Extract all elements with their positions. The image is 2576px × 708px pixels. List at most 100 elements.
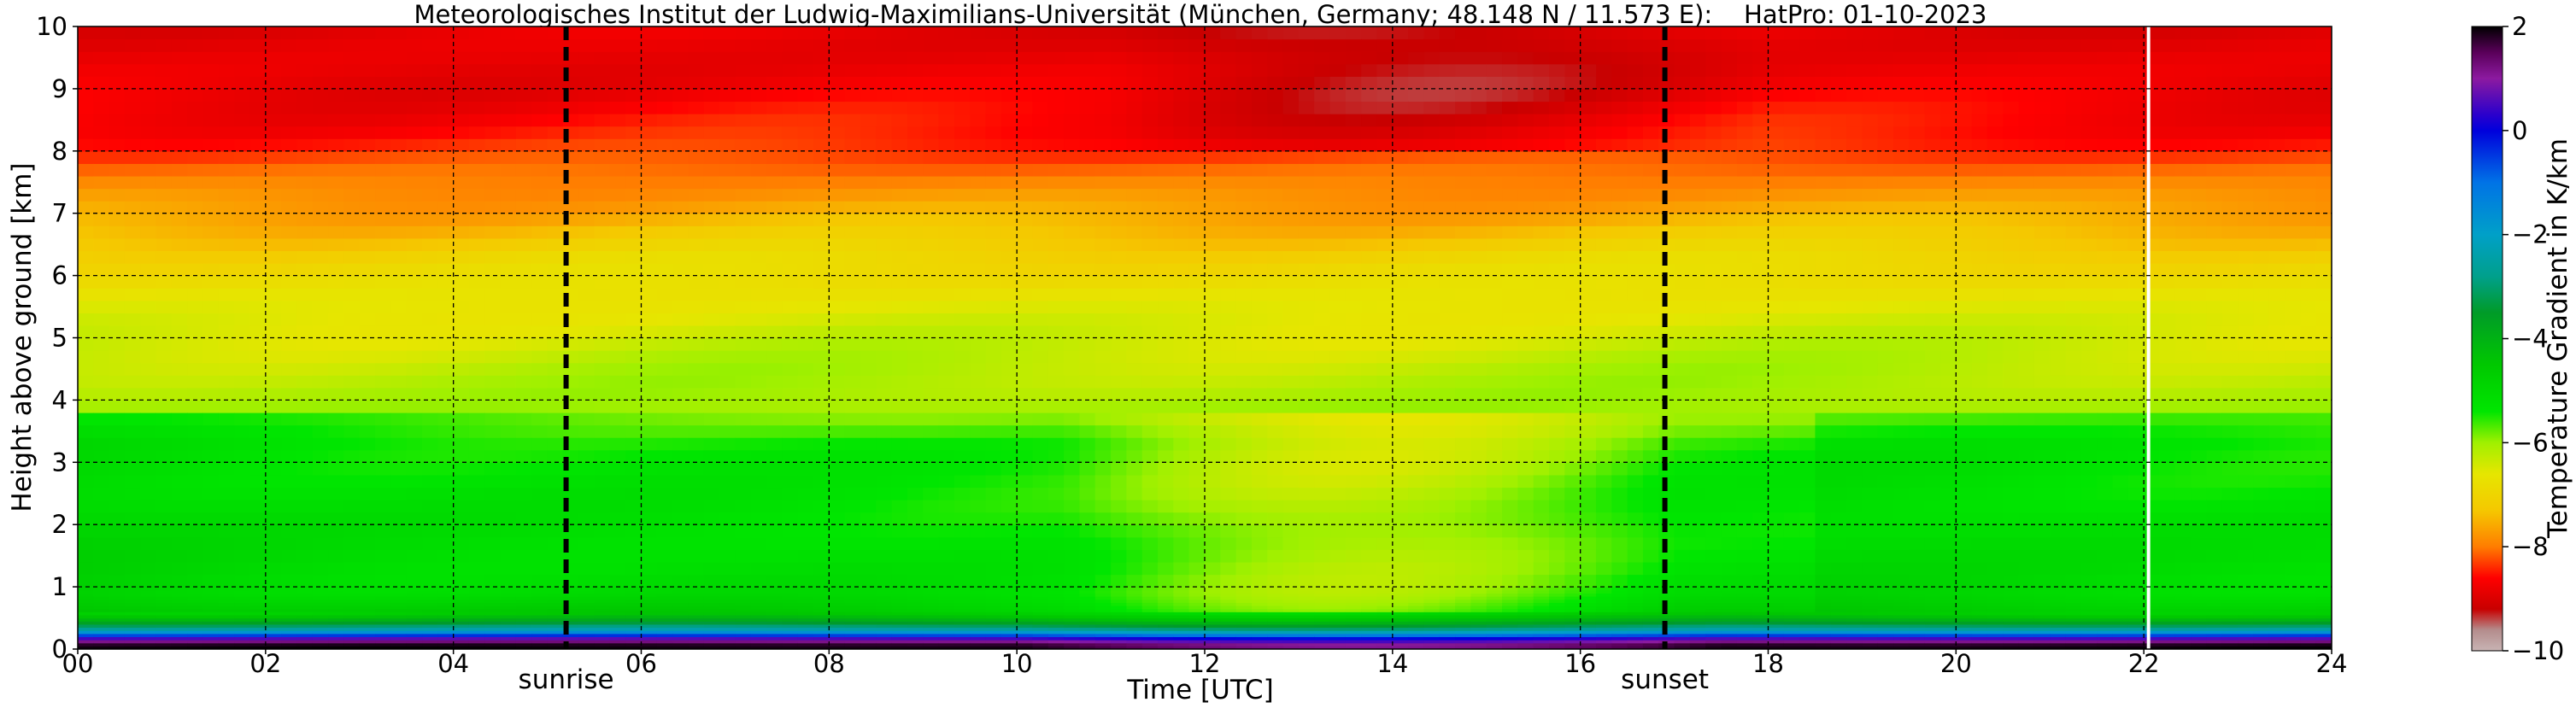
heatmap-cell (594, 263, 611, 277)
heatmap-cell (1017, 462, 1034, 476)
heatmap-cell (1173, 621, 1190, 625)
heatmap-cell (468, 63, 485, 77)
heatmap-cell (672, 524, 689, 538)
heatmap-cell (829, 150, 846, 164)
heatmap-cell (1251, 88, 1268, 102)
heatmap-cell (312, 288, 329, 301)
heatmap-cell (1111, 375, 1127, 389)
heatmap-cell (1017, 633, 1034, 638)
heatmap-cell (688, 589, 705, 594)
heatmap-cell (1158, 614, 1174, 619)
heatmap-cell (860, 51, 877, 65)
heatmap-cell (594, 114, 611, 127)
heatmap-cell (1000, 38, 1018, 52)
heatmap-cell (782, 599, 799, 603)
heatmap-cell (390, 114, 408, 127)
heatmap-cell (1079, 88, 1096, 102)
heatmap-cell (406, 250, 423, 264)
heatmap-cell (1064, 587, 1081, 591)
heatmap-cell (860, 621, 877, 625)
heatmap-cell (281, 237, 298, 252)
heatmap-cell (672, 549, 689, 563)
heatmap-cell (359, 101, 376, 114)
heatmap-cell (938, 574, 955, 588)
heatmap-cell (93, 500, 110, 513)
heatmap-cell (453, 611, 470, 616)
heatmap-cell (594, 225, 611, 239)
heatmap-cell (829, 605, 846, 610)
heatmap-cell (406, 275, 423, 289)
heatmap-cell (703, 325, 720, 339)
heatmap-cell (1047, 275, 1065, 289)
heatmap-cell (844, 614, 861, 619)
heatmap-cell (453, 375, 470, 389)
heatmap-cell (515, 362, 532, 376)
heatmap-cell (719, 350, 736, 364)
heatmap-cell (750, 633, 767, 638)
heatmap-cell (923, 633, 940, 638)
heatmap-cell (531, 633, 549, 638)
heatmap-cell (187, 263, 204, 277)
heatmap-cell (656, 611, 673, 616)
heatmap-cell (1094, 101, 1112, 114)
heatmap-cell (829, 512, 846, 525)
heatmap-cell (1235, 608, 1253, 612)
heatmap-cell (1205, 424, 1221, 438)
heatmap-cell (124, 275, 141, 289)
heatmap-cell (750, 412, 767, 426)
heatmap-cell (766, 621, 783, 625)
heatmap-cell (594, 500, 611, 513)
heatmap-cell (328, 596, 345, 600)
heatmap-cell (750, 337, 767, 351)
heatmap-cell (1126, 300, 1143, 313)
heatmap-cell (1251, 437, 1268, 451)
heatmap-cell (375, 325, 391, 339)
heatmap-cell (860, 646, 877, 649)
heatmap-cell (124, 636, 141, 641)
heatmap-cell (766, 587, 783, 591)
heatmap-cell (1158, 76, 1174, 90)
heatmap-cell (797, 263, 814, 277)
heatmap-cell (249, 51, 267, 65)
heatmap-cell (328, 350, 345, 364)
heatmap-cell (218, 593, 235, 597)
heatmap-cell (750, 26, 767, 40)
heatmap-cell (1017, 549, 1034, 563)
heatmap-cell (625, 288, 643, 301)
heatmap-cell (1111, 424, 1127, 438)
heatmap-cell (703, 636, 720, 641)
heatmap-cell (390, 633, 408, 638)
heatmap-cell (985, 337, 1002, 351)
heatmap-cell (813, 263, 830, 277)
heatmap-cell (1173, 213, 1190, 226)
heatmap-cell (844, 300, 861, 313)
heatmap-cell (124, 449, 141, 463)
heatmap-cell (1111, 561, 1127, 576)
heatmap-cell (359, 325, 376, 339)
heatmap-cell (923, 250, 940, 264)
heatmap-cell (1267, 633, 1284, 638)
heatmap-cell (625, 237, 643, 252)
heatmap-cell (187, 188, 204, 202)
heatmap-cell (109, 163, 126, 177)
heatmap-cell (155, 574, 173, 588)
heatmap-cell (171, 138, 188, 152)
heatmap-cell (547, 337, 564, 351)
heatmap-cell (422, 640, 438, 644)
heatmap-cell (1032, 51, 1049, 65)
heatmap-cell (265, 524, 282, 538)
heatmap-cell (171, 500, 188, 513)
heatmap-cell (1267, 237, 1284, 252)
heatmap-cell (296, 387, 314, 401)
heatmap-cell (1141, 188, 1159, 202)
heatmap-cell (312, 114, 329, 127)
heatmap-cell (954, 574, 971, 588)
heatmap-cell (829, 126, 846, 139)
heatmap-cell (562, 642, 579, 647)
heatmap-cell (218, 611, 235, 616)
heatmap-cell (656, 51, 673, 65)
heatmap-cell (829, 76, 846, 90)
heatmap-cell (703, 487, 720, 500)
heatmap-cell (1267, 605, 1284, 610)
heatmap-cell (296, 275, 314, 289)
